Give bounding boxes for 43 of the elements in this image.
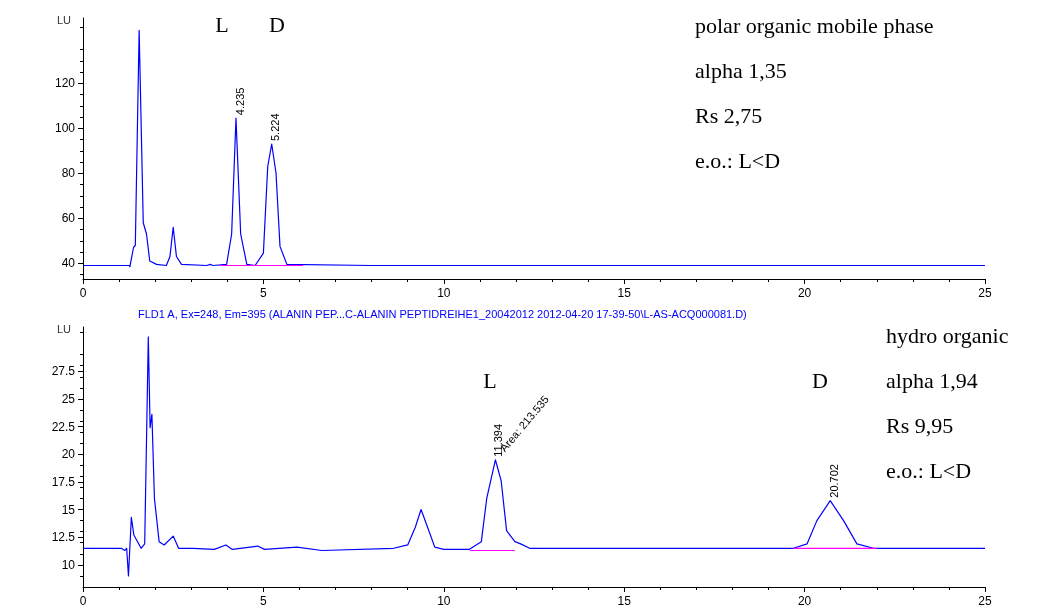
annotation: Rs 9,95 xyxy=(886,412,954,438)
x-tick-label: 5 xyxy=(260,594,268,608)
y-tick-label: 80 xyxy=(61,166,76,181)
annotation: e.o.: L<D xyxy=(695,147,781,173)
x-tick-label: 20 xyxy=(797,594,812,608)
y-axis-title: LU xyxy=(56,13,72,26)
x-tick-label: 20 xyxy=(797,286,812,300)
x-tick-label: 25 xyxy=(978,594,992,608)
annotation: L xyxy=(483,367,497,393)
annotation: alpha 1,35 xyxy=(695,57,787,83)
y-tick-label: 17.5 xyxy=(51,474,76,489)
x-tick-label: 10 xyxy=(437,594,451,608)
x-tick-label: 15 xyxy=(617,594,632,608)
x-tick-label: 10 xyxy=(437,286,451,300)
y-tick-label: 10 xyxy=(61,557,76,572)
y-tick-label: 40 xyxy=(61,256,76,271)
annotation: 5.224 xyxy=(269,113,282,141)
x-tick-label: 15 xyxy=(617,286,632,300)
y-tick-label: 25 xyxy=(61,391,76,406)
x-tick-label: 5 xyxy=(260,286,268,300)
chart-title: FLD1 A, Ex=248, Em=395 (ALANIN PEP...C-ALANIN PEPTIDREIHE1_20042012 2012-04-20 17-39-50\L-AS-ACQ000081.D) xyxy=(138,307,747,320)
annotation: alpha 1,94 xyxy=(886,367,978,393)
y-tick-label: 100 xyxy=(54,121,76,136)
y-axis-title: LU xyxy=(56,322,72,335)
x-tick-label: 0 xyxy=(79,594,87,608)
y-tick-label: 60 xyxy=(61,211,76,226)
annotation: 20.702 xyxy=(827,464,840,498)
annotation: D xyxy=(812,367,828,393)
y-tick-label: 27.5 xyxy=(51,364,76,379)
y-tick-label: 120 xyxy=(54,76,76,91)
y-tick-label: 12.5 xyxy=(51,530,76,545)
x-tick-label: 25 xyxy=(978,286,992,300)
annotation: 4.235 xyxy=(233,87,246,116)
annotation: e.o.: L<D xyxy=(886,457,972,483)
x-tick-label: 0 xyxy=(79,286,87,300)
annotation: Rs 2,75 xyxy=(695,102,763,128)
y-tick-label: 22.5 xyxy=(51,419,76,434)
y-tick-label: 15 xyxy=(61,502,76,517)
annotation: D xyxy=(269,11,285,37)
annotation: L xyxy=(215,11,229,37)
annotation: polar organic mobile phase xyxy=(695,12,934,38)
annotation: hydro organic xyxy=(886,322,1009,348)
y-tick-label: 20 xyxy=(61,447,76,462)
